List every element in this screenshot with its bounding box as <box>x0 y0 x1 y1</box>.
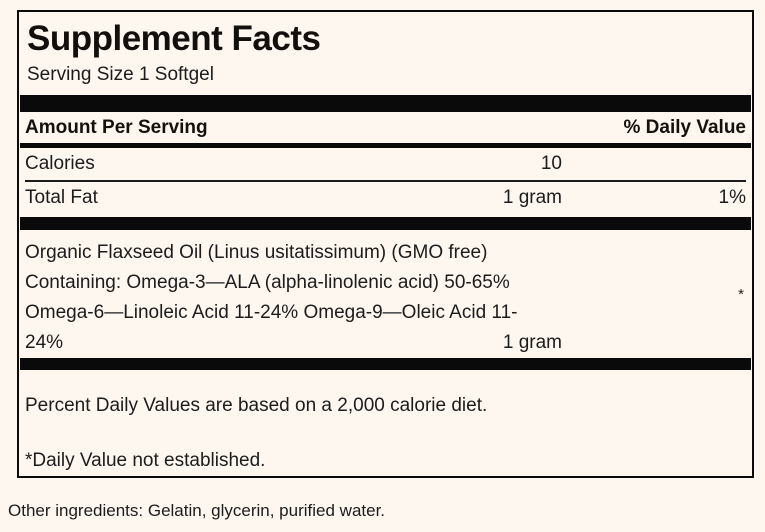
header-divider <box>20 143 751 148</box>
ingredient-line: Organic Flaxseed Oil (Linus usitatissimu… <box>25 242 488 263</box>
daily-value-asterisk: * <box>738 286 744 303</box>
not-established-footnote: *Daily Value not established. <box>25 450 266 471</box>
ingredient-line-continued: 24% <box>25 332 64 353</box>
ingredient-line: Omega-6—Linoleic Acid 11-24% Omega-9—Ole… <box>25 302 518 323</box>
other-ingredients-text: Other ingredients: Gelatin, glycerin, pu… <box>8 501 386 520</box>
ingredient-amount-row: 24% 1 gram <box>25 328 746 358</box>
nutrient-name: Calories <box>25 153 95 174</box>
amount-per-serving-header: Amount Per Serving <box>25 117 208 138</box>
nutrient-amount: 10 <box>540 153 562 174</box>
daily-value-header: % Daily Value <box>623 117 746 138</box>
nutrient-amount: 1 gram <box>502 187 562 208</box>
mid-divider <box>20 217 751 230</box>
nutrient-dv <box>562 153 746 175</box>
ingredient-line: Containing: Omega-3—ALA (alpha-linolenic… <box>25 272 510 293</box>
ingredient-amount: 1 gram <box>502 332 562 353</box>
nutrient-dv: 1% <box>718 187 746 208</box>
percent-dv-footnote: Percent Daily Values are based on a 2,00… <box>25 395 488 416</box>
supplement-facts-panel: Supplement Facts Serving Size 1 Softgel … <box>17 10 754 478</box>
table-row-calories: Calories 10 <box>25 148 746 182</box>
nutrient-name: Total Fat <box>25 187 98 208</box>
panel-title: Supplement Facts <box>27 19 321 58</box>
thick-divider-bottom <box>20 358 751 370</box>
serving-size-text: Serving Size 1 Softgel <box>27 64 214 85</box>
table-header-row: Amount Per Serving % Daily Value <box>25 112 746 143</box>
table-row-total-fat: Total Fat 1 gram 1% <box>25 182 746 214</box>
thick-divider-top <box>20 95 751 112</box>
ingredient-detail-block: Organic Flaxseed Oil (Linus usitatissimu… <box>25 230 746 358</box>
